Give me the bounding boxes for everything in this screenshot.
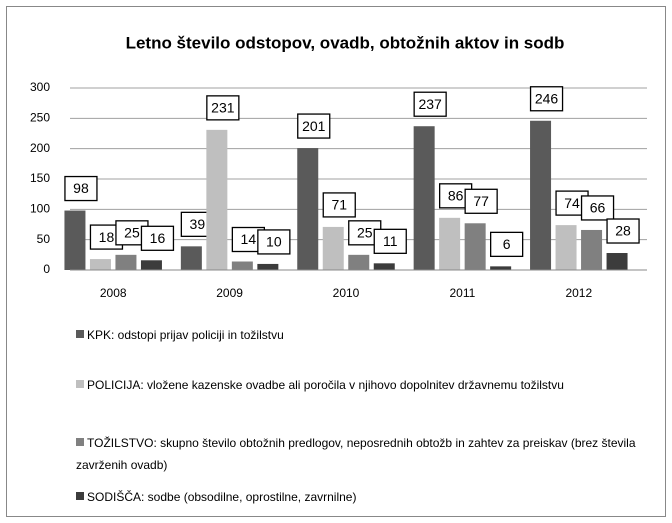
x-tick-label: 2009: [216, 286, 243, 300]
bar: [348, 254, 370, 270]
y-tick-label: 50: [37, 232, 51, 246]
legend-swatch: [76, 330, 84, 338]
data-label-box: [140, 225, 175, 251]
data-label: 11: [383, 233, 398, 249]
data-label: 25: [124, 225, 140, 241]
data-label: 74: [564, 195, 580, 211]
data-label: 10: [266, 234, 282, 250]
data-label: 25: [357, 225, 373, 241]
legend-label: SODIŠČA: sodbe (obsodilne, oprostilne, z…: [87, 490, 357, 504]
data-label: 98: [73, 180, 89, 196]
data-label: 246: [535, 90, 559, 106]
data-label: 18: [99, 229, 115, 245]
legend-item: KPK: odstopi prijav policiji in tožilstv…: [76, 324, 646, 346]
data-label: 16: [150, 230, 166, 246]
y-tick-label: 100: [30, 202, 50, 216]
bar: [231, 261, 253, 270]
data-label: 66: [590, 200, 606, 216]
y-tick-label: 300: [30, 80, 50, 94]
data-label-box: [580, 195, 615, 221]
bar: [555, 225, 577, 270]
data-label: 28: [615, 223, 631, 239]
bar: [257, 263, 279, 270]
legend-swatch: [76, 492, 84, 500]
data-label-box: [529, 86, 564, 112]
data-label-box: [322, 192, 356, 218]
data-label-box: [489, 231, 524, 258]
y-tick-label: 0: [43, 262, 50, 276]
legend-item: TOŽILSTVO: skupno število obtožnih predl…: [76, 432, 646, 476]
bar: [322, 226, 344, 270]
legend-item: SODIŠČA: sodbe (obsodilne, oprostilne, z…: [76, 486, 646, 508]
bar: [64, 210, 86, 270]
data-label: 39: [190, 216, 206, 232]
legend-label: POLICIJA: vložene kazenske ovadbe ali po…: [87, 378, 564, 392]
bar: [180, 246, 202, 270]
legend-label: TOŽILSTVO: skupno število obtožnih predl…: [76, 436, 636, 472]
data-label: 77: [473, 193, 489, 209]
bar: [373, 263, 395, 270]
data-label-box: [257, 229, 291, 255]
x-tick-label: 2011: [449, 286, 475, 300]
bar: [206, 129, 228, 270]
data-label-box: [413, 91, 447, 117]
data-label: 14: [241, 231, 257, 247]
bar: [490, 266, 512, 270]
bar: [140, 260, 162, 270]
y-tick-label: 200: [30, 141, 50, 155]
data-label: 231: [211, 100, 235, 116]
x-tick-label: 2012: [565, 286, 592, 300]
data-label-box: [297, 113, 331, 139]
data-label: 201: [302, 118, 326, 134]
y-tick-label: 250: [30, 111, 50, 125]
bar: [89, 259, 111, 270]
bar: [413, 126, 435, 270]
data-label-box: [373, 228, 407, 254]
x-tick-label: 2010: [333, 286, 360, 300]
data-label-box: [464, 188, 498, 214]
y-tick-label: 150: [30, 171, 50, 185]
chart-title: Letno število odstopov, ovadb, obtožnih …: [126, 33, 565, 52]
bar: [464, 223, 486, 270]
bar: [115, 254, 137, 270]
x-tick-label: 2008: [100, 286, 127, 300]
data-label: 71: [331, 197, 347, 213]
legend-swatch: [76, 380, 84, 388]
bar: [297, 148, 319, 270]
bar: [581, 229, 603, 270]
legend-item: POLICIJA: vložene kazenske ovadbe ali po…: [76, 374, 646, 396]
data-label: 86: [448, 188, 464, 204]
bar: [606, 253, 628, 270]
bar: [439, 217, 461, 270]
legend-label: KPK: odstopi prijav policiji in tožilstv…: [87, 328, 284, 342]
data-label-box: [64, 175, 98, 202]
data-label: 237: [418, 96, 442, 112]
data-label: 6: [503, 236, 511, 252]
data-label-box: [606, 218, 640, 244]
data-label-box: [206, 95, 240, 121]
legend-swatch: [76, 438, 84, 446]
bar: [530, 120, 552, 270]
